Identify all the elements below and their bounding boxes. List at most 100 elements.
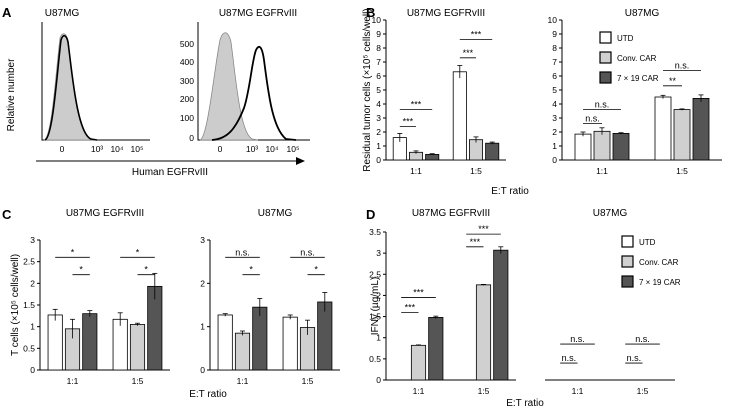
y-tick-label: 1 [552, 141, 557, 151]
y-axis-label: Residual tumor cells (×10⁵ cells/well) [362, 8, 373, 171]
bar-c2-0-1 [234, 332, 251, 371]
legend-swatch [599, 51, 612, 64]
significance-label: *** [411, 100, 422, 110]
legends: UTD Conv. CAR 7 × 19 CAR UTD Conv. CAR 7 × 19… [599, 31, 681, 288]
chart-b2: U87MG 0 1 2 3 4 5 6 7 8 9 10 1:1 1:5 n.s. n.s. ** n.s. [548, 8, 722, 176]
x-tick-label: 1:1 [413, 386, 425, 396]
chart-title: U87MG [258, 208, 293, 219]
y-tick-label: 9 [552, 29, 557, 39]
chart-title: U87MG [625, 8, 660, 19]
bar-c1-1-1 [129, 324, 146, 371]
x-tick-label: 1:5 [302, 376, 314, 386]
hist2-line-curve [211, 45, 297, 141]
y-tick-label: 1.5 [23, 300, 35, 310]
y-tick-label: 0 [552, 155, 557, 165]
x-tick-label: 1:5 [637, 386, 649, 396]
panel-d-label: D [366, 207, 375, 222]
legend-label: UTD [617, 34, 634, 43]
bar-b2-1-0 [654, 96, 672, 161]
significance-label: *** [478, 224, 489, 234]
significance-label: ** [669, 76, 677, 86]
hist2-ytick-100: 100 [180, 113, 194, 123]
chart-c1: U87MG EGFRvIII 0 0.5 1 1.5 2 2.5 3 T cells (×10⁵… [10, 208, 170, 386]
significance-label: n.s. [585, 114, 600, 124]
hist1-xtick-1e4: 10⁴ [110, 144, 123, 154]
y-tick-label: 8 [552, 43, 557, 53]
legend-label: 7 × 19 CAR [617, 74, 659, 83]
bar-c2-1-0 [282, 316, 298, 371]
hist-xaxis-arrowhead [296, 157, 305, 165]
y-tick-label: 2.5 [369, 269, 381, 279]
x-tick-label: 1:1 [237, 376, 249, 386]
chart-c2: U87MG 0 1 2 3 1:1 1:5 n.s. * n.s. * [200, 208, 340, 386]
chart-d1: U87MG EGFRvIII 0 0.5 1 1.5 2 2.5 3 3.5 IFNγ (µg/m… [369, 208, 516, 396]
legend-swatch [599, 71, 612, 84]
panel-b-xlabel: E:T ratio [491, 186, 529, 197]
bar-b1-1-0 [452, 71, 467, 161]
y-tick-label: 8 [376, 43, 381, 53]
hist2-axes [197, 22, 310, 141]
bar-c2-0-2 [252, 306, 268, 371]
panel-a: U87MG U87MG EGFRvIII Relative number 500… [6, 8, 310, 178]
y-axis-label: IFNγ (µg/mL) [370, 277, 381, 336]
y-tick-label: 6 [552, 71, 557, 81]
y-tick-label: 0 [200, 365, 205, 375]
significance-label: *** [413, 288, 424, 298]
hist2-xtick-1e5: 10⁵ [287, 144, 300, 154]
y-tick-label: 2.5 [23, 257, 35, 267]
significance-label: n.s. [595, 100, 610, 110]
significance-label: n.s. [635, 334, 650, 344]
hist2-ytick-0: 0 [189, 133, 194, 143]
y-tick-label: 6 [376, 71, 381, 81]
significance-label: *** [403, 116, 414, 126]
y-tick-label: 2 [376, 290, 381, 300]
hist-ylabel: Relative number [6, 58, 17, 131]
y-tick-label: 0.5 [369, 354, 381, 364]
bar-c1-1-0 [112, 318, 128, 371]
y-tick-label: 0 [376, 375, 381, 385]
y-tick-label: 2 [552, 127, 557, 137]
hist1-line-curve [44, 34, 98, 141]
y-tick-label: 4 [376, 99, 381, 109]
y-tick-label: 3 [30, 235, 35, 245]
x-tick-label: 1:5 [132, 376, 144, 386]
significance-label: * [144, 265, 148, 275]
hist2-xtick-1e4: 10⁴ [265, 144, 278, 154]
hist2-ytick-400: 400 [180, 57, 194, 67]
legend-label: UTD [639, 238, 656, 247]
y-tick-label: 2 [30, 278, 35, 288]
y-tick-label: 3 [376, 248, 381, 258]
x-tick-label: 1:5 [470, 166, 482, 176]
significance-label: * [249, 265, 253, 275]
significance-label: *** [471, 30, 482, 40]
x-tick-label: 1:5 [676, 166, 688, 176]
significance-label: n.s. [235, 247, 250, 257]
hist1-xtick-1e5: 10⁵ [131, 144, 144, 154]
bar-b2-1-2 [692, 98, 710, 161]
y-tick-label: 9 [376, 29, 381, 39]
y-tick-label: 7 [552, 57, 557, 67]
chart-d2: U87MG 1:1 1:5 n.s. n.s. n.s. n.s. [545, 208, 675, 396]
significance-label: n.s. [562, 353, 577, 363]
significance-label: *** [470, 237, 481, 247]
panel-a-label: A [2, 5, 12, 20]
hist2-ytick-300: 300 [180, 76, 194, 86]
y-tick-label: 4 [552, 99, 557, 109]
bar-d1-1-2 [493, 249, 509, 381]
significance-label: * [136, 247, 140, 257]
significance-label: *** [405, 302, 416, 312]
y-tick-label: 2 [376, 127, 381, 137]
significance-label: * [79, 265, 83, 275]
bar-c2-1-2 [317, 301, 333, 371]
y-tick-label: 10 [548, 15, 558, 25]
legend-label: Conv. CAR [639, 258, 679, 267]
bar-b1-1-2 [485, 142, 500, 161]
significance-label: n.s. [675, 60, 690, 70]
y-tick-label: 5 [552, 85, 557, 95]
hist2-xtick-0: 0 [218, 144, 223, 154]
panel-c-label: C [2, 207, 12, 222]
hist-xlabel: Human EGFRvIII [132, 167, 208, 178]
x-tick-label: 1:1 [410, 166, 422, 176]
